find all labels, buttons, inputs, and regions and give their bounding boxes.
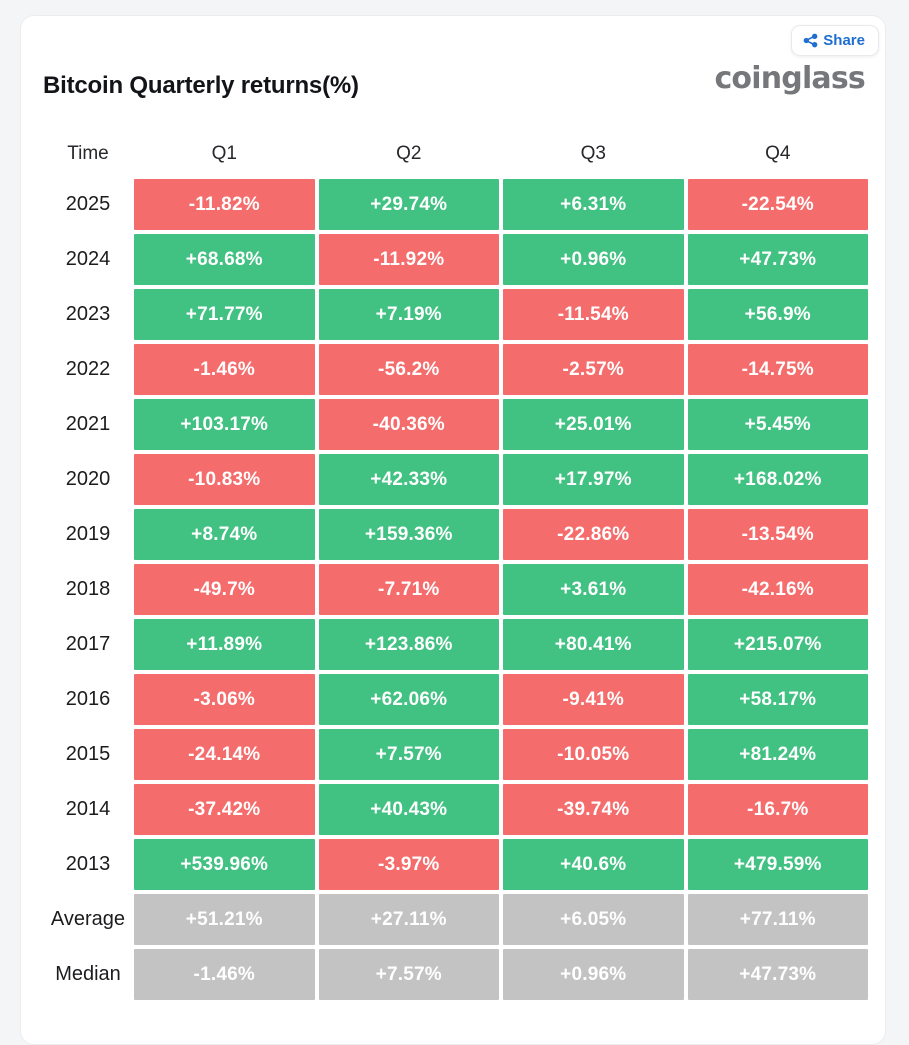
cell-median-q3: +0.96%: [503, 949, 684, 1000]
column-header-q2: Q2: [396, 143, 422, 164]
cell-2020-q4: +168.02%: [687, 454, 868, 505]
cell-median-q4: +47.73%: [687, 949, 868, 1000]
cell-2019-q4: -13.54%: [687, 509, 868, 560]
cell-2025-q2: +29.74%: [318, 179, 499, 230]
cell-2019-q2: +159.36%: [318, 509, 499, 560]
row-label-2018: 2018: [65, 578, 111, 600]
cell-2019-q1: +8.74%: [134, 509, 315, 560]
cell-2022-q3: -2.57%: [503, 344, 684, 395]
row-label-2016: 2016: [65, 688, 111, 710]
cell-2016-q2: +62.06%: [318, 674, 499, 725]
coinglass-logo: coinglass: [714, 61, 865, 96]
cell-2018-q3: +3.61%: [503, 564, 684, 615]
cell-2020-q2: +42.33%: [318, 454, 499, 505]
row-label-2017: 2017: [65, 633, 111, 655]
returns-table: Time Q1 Q2 Q3 Q4 2025 -11.82% +29.74% +6.31% -22.…: [21, 133, 868, 1000]
cell-2013-q3: +40.6%: [503, 839, 684, 890]
cell-2015-q4: +81.24%: [687, 729, 868, 780]
cell-2013-q2: -3.97%: [318, 839, 499, 890]
cell-average-q4: +77.11%: [687, 894, 868, 945]
cell-average-q1: +51.21%: [134, 894, 315, 945]
cell-2025-q4: -22.54%: [687, 179, 868, 230]
row-label-2013: 2013: [65, 853, 111, 875]
cell-2014-q3: -39.74%: [503, 784, 684, 835]
share-icon: [803, 33, 818, 48]
cell-2018-q4: -42.16%: [687, 564, 868, 615]
cell-2021-q4: +5.45%: [687, 399, 868, 450]
cell-2024-q1: +68.68%: [134, 234, 315, 285]
row-label-2014: 2014: [65, 798, 111, 820]
cell-2015-q3: -10.05%: [503, 729, 684, 780]
cell-2020-q3: +17.97%: [503, 454, 684, 505]
cell-2017-q1: +11.89%: [134, 619, 315, 670]
row-label-2015: 2015: [65, 743, 111, 765]
cell-2023-q3: -11.54%: [503, 289, 684, 340]
cell-2024-q2: -11.92%: [318, 234, 499, 285]
row-label-2020: 2020: [65, 468, 111, 490]
cell-2014-q2: +40.43%: [318, 784, 499, 835]
cell-2017-q4: +215.07%: [687, 619, 868, 670]
cell-2020-q1: -10.83%: [134, 454, 315, 505]
cell-2023-q2: +7.19%: [318, 289, 499, 340]
column-header-time: Time: [67, 143, 109, 164]
cell-2025-q3: +6.31%: [503, 179, 684, 230]
cell-average-q2: +27.11%: [318, 894, 499, 945]
cell-2015-q2: +7.57%: [318, 729, 499, 780]
row-label-average: Average: [50, 908, 126, 930]
cell-2022-q4: -14.75%: [687, 344, 868, 395]
cell-2019-q3: -22.86%: [503, 509, 684, 560]
cell-2016-q1: -3.06%: [134, 674, 315, 725]
cell-2024-q3: +0.96%: [503, 234, 684, 285]
row-label-2025: 2025: [65, 193, 111, 215]
row-label-2023: 2023: [65, 303, 111, 325]
row-label-2024: 2024: [65, 248, 111, 270]
cell-2014-q4: -16.7%: [687, 784, 868, 835]
cell-2025-q1: -11.82%: [134, 179, 315, 230]
cell-median-q1: -1.46%: [134, 949, 315, 1000]
cell-2017-q3: +80.41%: [503, 619, 684, 670]
row-label-median: Median: [55, 963, 121, 985]
cell-2017-q2: +123.86%: [318, 619, 499, 670]
cell-2021-q2: -40.36%: [318, 399, 499, 450]
cell-2021-q1: +103.17%: [134, 399, 315, 450]
cell-2023-q4: +56.9%: [687, 289, 868, 340]
cell-2018-q2: -7.71%: [318, 564, 499, 615]
cell-2013-q1: +539.96%: [134, 839, 315, 890]
returns-card: Share Bitcoin Quarterly returns(%) coing…: [20, 15, 886, 1045]
cell-2022-q2: -56.2%: [318, 344, 499, 395]
cell-2016-q3: -9.41%: [503, 674, 684, 725]
share-button[interactable]: Share: [791, 25, 879, 56]
column-header-q1: Q1: [211, 143, 237, 164]
row-label-2022: 2022: [65, 358, 111, 380]
cell-2015-q1: -24.14%: [134, 729, 315, 780]
cell-2023-q1: +71.77%: [134, 289, 315, 340]
cell-2014-q1: -37.42%: [134, 784, 315, 835]
cell-2013-q4: +479.59%: [687, 839, 868, 890]
page-title: Bitcoin Quarterly returns(%): [43, 72, 359, 99]
share-button-label: Share: [823, 32, 865, 49]
column-header-q3: Q3: [580, 143, 606, 164]
cell-median-q2: +7.57%: [318, 949, 499, 1000]
column-header-q4: Q4: [765, 143, 791, 164]
row-label-2021: 2021: [65, 413, 111, 435]
cell-2024-q4: +47.73%: [687, 234, 868, 285]
row-label-2019: 2019: [65, 523, 111, 545]
cell-2021-q3: +25.01%: [503, 399, 684, 450]
cell-2022-q1: -1.46%: [134, 344, 315, 395]
cell-average-q3: +6.05%: [503, 894, 684, 945]
cell-2016-q4: +58.17%: [687, 674, 868, 725]
cell-2018-q1: -49.7%: [134, 564, 315, 615]
